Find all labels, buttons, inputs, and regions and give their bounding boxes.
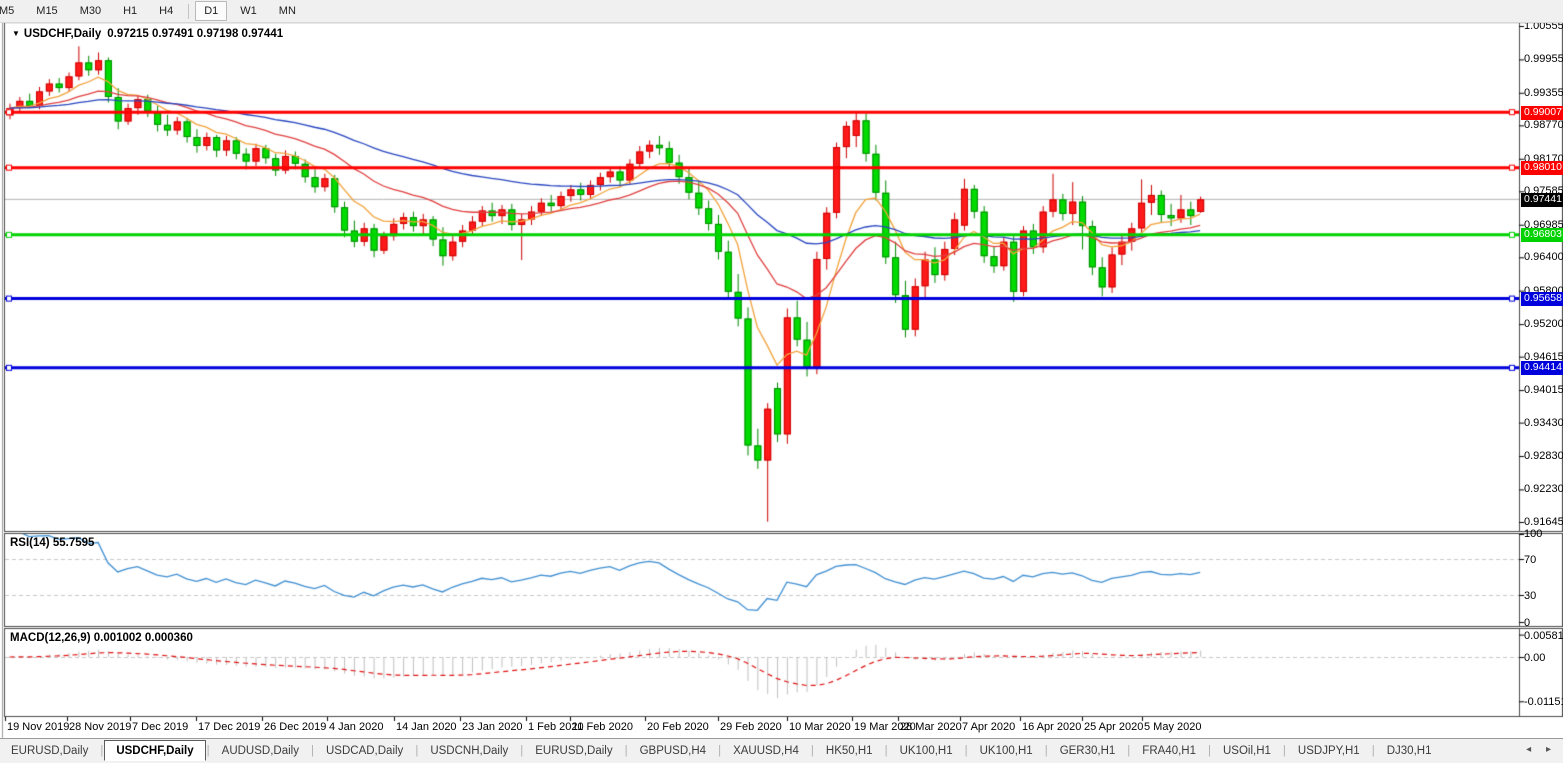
price-axis-tick: 0.99355 <box>1524 86 1563 99</box>
collapse-triangle-icon[interactable]: ▼ <box>12 29 20 38</box>
timeframe-button-m30[interactable]: M30 <box>79 5 102 17</box>
date-axis-label: 28 Nov 2019 <box>69 721 132 733</box>
timeframe-button-m15[interactable]: M15 <box>36 5 58 17</box>
timeframe-toolbar: M5 M15 M30 H1 H4 D1 W1 MN <box>0 0 1563 23</box>
date-axis-label: 7 Apr 2020 <box>962 721 1016 733</box>
rsi-axis-tick: 0 <box>1524 617 1531 629</box>
tab-separator: | <box>100 745 104 757</box>
price-axis-tick: 0.98770 <box>1524 119 1563 132</box>
price-axis-tick: 0.95200 <box>1524 318 1563 331</box>
tab-xauusd-h4[interactable]: XAUUSD,H4 <box>733 745 799 757</box>
tab-uk100-h1[interactable]: UK100,H1 <box>979 745 1033 757</box>
date-axis-label: 7 Dec 2019 <box>132 721 189 733</box>
macd-axis-tick: 0.00 <box>1524 652 1546 664</box>
timeframe-button-d1[interactable]: D1 <box>195 1 228 21</box>
timeframe-button-h1[interactable]: H1 <box>123 5 138 17</box>
date-axis-label: 17 Dec 2019 <box>198 721 261 733</box>
price-axis-tick: 0.94615 <box>1524 350 1563 363</box>
macd-values: 0.001002 0.000360 <box>93 632 193 644</box>
rsi-axis-tick: 100 <box>1524 528 1543 540</box>
tab-separator: | <box>624 745 628 757</box>
tab-separator: | <box>310 745 314 757</box>
macd-indicator-label: MACD(12,26,9) 0.001002 0.000360 <box>10 632 193 644</box>
chart-ohlc-values: 0.97215 0.97491 0.97198 0.97441 <box>107 28 284 40</box>
price-axis-tick: 0.93430 <box>1524 416 1563 429</box>
date-axis-label: 5 May 2020 <box>1144 721 1202 733</box>
tab-fra40-h1[interactable]: FRA40,H1 <box>1142 745 1196 757</box>
hline-price-tag: 0.94414 <box>1521 361 1563 376</box>
tab-ger30-h1[interactable]: GER30,H1 <box>1059 745 1116 757</box>
tab-eurusd-daily[interactable]: EURUSD,Daily <box>535 745 613 757</box>
tab-separator: | <box>1207 745 1211 757</box>
date-axis-label: 4 Jan 2020 <box>329 721 384 733</box>
macd-axis-tick: -0.011514 <box>1524 696 1563 709</box>
tab-separator: | <box>415 745 419 757</box>
date-axis-label: 20 Feb 2020 <box>647 721 709 733</box>
price-axis-tick: 0.92230 <box>1524 483 1563 496</box>
symbol-tab-bar: EURUSD,Daily | USDCHF,Daily | AUDUSD,Daily | U… <box>0 738 1563 763</box>
macd-axis-tick: 0.005818 <box>1524 629 1563 642</box>
tab-separator: | <box>1282 745 1286 757</box>
price-axis-tick: 0.99955 <box>1524 53 1563 66</box>
tab-separator: | <box>1044 745 1048 757</box>
date-axis-label: 1 Feb 2020 <box>528 721 584 733</box>
price-axis-tick: 0.92830 <box>1524 450 1563 463</box>
tab-separator: | <box>1127 745 1131 757</box>
date-axis-label: 11 Feb 2020 <box>572 721 633 733</box>
rsi-axis-tick: 70 <box>1524 554 1537 566</box>
tab-hk50-h1[interactable]: HK50,H1 <box>825 745 873 757</box>
price-axis-tick: 0.91645 <box>1524 516 1563 528</box>
tab-audusd-daily[interactable]: AUDUSD,Daily <box>221 745 299 757</box>
tab-separator: | <box>884 745 888 757</box>
chart-title: ▼ USDCHF,Daily 0.97215 0.97491 0.97198 0.9… <box>12 28 283 40</box>
date-axis-label: 23 Jan 2020 <box>462 721 523 733</box>
price-axis-tick: 0.96985 <box>1524 218 1563 231</box>
timeframe-separator <box>188 3 190 19</box>
tab-usdchf-daily[interactable]: USDCHF,Daily <box>104 739 206 761</box>
date-axis-label: 29 Feb 2020 <box>720 721 782 733</box>
rsi-value: 55.7595 <box>52 537 95 549</box>
price-axis-tick: 0.94015 <box>1524 384 1563 397</box>
tab-usdjpy-h1[interactable]: USDJPY,H1 <box>1297 745 1360 757</box>
tab-dj30-h1[interactable]: DJ30,H1 <box>1386 745 1432 757</box>
date-axis-label: 14 Jan 2020 <box>396 721 457 733</box>
tab-usoil-h1[interactable]: USOil,H1 <box>1222 745 1271 757</box>
tab-separator: | <box>520 745 524 757</box>
date-axis-label: 19 Nov 2019 <box>7 721 70 733</box>
hline-price-tag: 0.96803 <box>1521 228 1563 243</box>
tab-gbpusd-h4[interactable]: GBPUSD,H4 <box>639 745 707 757</box>
timeframe-button-mn[interactable]: MN <box>278 5 296 17</box>
tab-eurusd-daily[interactable]: EURUSD,Daily <box>11 745 89 757</box>
tab-usdcad-daily[interactable]: USDCAD,Daily <box>325 745 404 757</box>
bid-price-tag: 0.97441 <box>1521 192 1563 207</box>
date-axis-label: 19 Mar 2020 <box>854 721 916 733</box>
date-axis-label: 16 Apr 2020 <box>1022 721 1082 733</box>
date-axis-label: 10 Mar 2020 <box>789 721 851 733</box>
tab-separator: | <box>206 745 210 757</box>
tab-separator: | <box>1371 745 1375 757</box>
rsi-name: RSI(14) <box>10 537 50 549</box>
tab-uk100-h1[interactable]: UK100,H1 <box>899 745 953 757</box>
chart-symbol-period: USDCHF,Daily <box>23 28 102 40</box>
timeframe-button-w1[interactable]: W1 <box>240 5 257 17</box>
tab-separator: | <box>810 745 814 757</box>
tab-usdcnh-daily[interactable]: USDCNH,Daily <box>430 745 509 757</box>
price-axis-tick: 0.96400 <box>1524 251 1563 264</box>
hline-price-tag: 0.95658 <box>1521 292 1563 307</box>
rsi-axis-tick: 30 <box>1524 590 1537 602</box>
date-axis-label: 28 Mar 2020 <box>900 721 962 733</box>
date-axis-label: 26 Dec 2019 <box>264 721 327 733</box>
date-axis-label: 25 Apr 2020 <box>1084 721 1144 733</box>
macd-name: MACD(12,26,9) <box>10 632 91 644</box>
tab-separator: | <box>718 745 722 757</box>
timeframe-button-m5[interactable]: M5 <box>0 5 15 17</box>
timeframe-button-h4[interactable]: H4 <box>159 5 174 17</box>
hline-price-tag: 0.98010 <box>1521 161 1563 176</box>
hline-price-tag: 0.99007 <box>1521 105 1563 120</box>
price-axis-tick: 1.00555 <box>1524 20 1563 32</box>
rsi-indicator-label: RSI(14) 55.7595 <box>10 537 94 549</box>
tab-separator: | <box>964 745 968 757</box>
tab-scroll-arrows[interactable]: ◂ ▸ <box>1526 744 1557 755</box>
